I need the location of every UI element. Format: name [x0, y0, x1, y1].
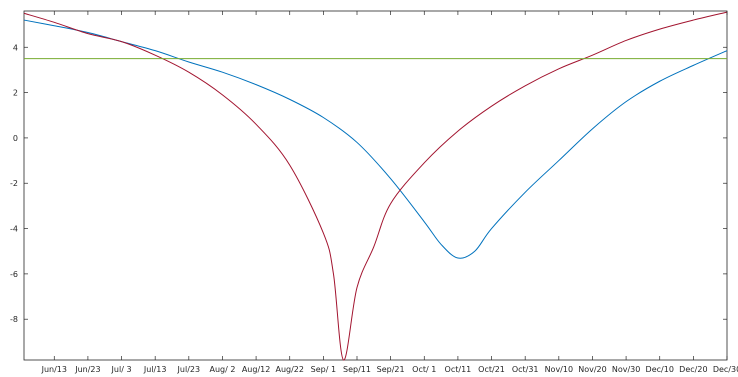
y-tick-label: -6	[10, 270, 18, 279]
x-tick-label: Dec/10	[646, 365, 674, 374]
x-tick-label: Aug/ 2	[209, 365, 235, 374]
x-tick-label: Oct/21	[478, 365, 505, 374]
x-tick-label: Aug/12	[242, 365, 271, 374]
y-tick-label: -8	[10, 315, 18, 324]
x-tick-label: Nov/10	[545, 365, 574, 374]
x-tick-label: Jun/13	[41, 365, 67, 374]
x-tick-label: Oct/ 1	[412, 365, 436, 374]
x-tick-label: Jul/13	[143, 365, 167, 374]
x-tick-label: Nov/30	[612, 365, 641, 374]
tick-layer: Jun/13 Jun/23 Jul/ 3 Jul/13 Jul/23 Aug/ 2 Aug/…	[10, 11, 738, 374]
x-tick-label: Oct/11	[445, 365, 472, 374]
series-layer	[23, 11, 728, 361]
x-tick-label: Jul/ 3	[111, 365, 132, 374]
y-tick-label: -2	[10, 179, 18, 188]
plot-area	[23, 10, 728, 361]
x-tick-label: Jul/23	[177, 365, 201, 374]
x-tick-label: Aug/22	[275, 365, 304, 374]
x-tick-label: Sep/21	[377, 365, 405, 374]
x-tick-label: Nov/20	[578, 365, 607, 374]
x-tick-label: Sep/11	[343, 365, 371, 374]
series-line-1	[23, 19, 728, 259]
x-tick-label: Dec/30	[713, 365, 738, 374]
y-tick-label: -4	[10, 225, 18, 234]
x-tick-label: Sep/ 1	[311, 365, 336, 374]
y-tick-label: 0	[13, 134, 18, 143]
x-tick-label: Oct/31	[512, 365, 539, 374]
y-tick-label: 2	[13, 89, 18, 98]
x-tick-label: Jun/23	[74, 365, 100, 374]
y-tick-label: 4	[13, 43, 18, 52]
x-tick-label: Dec/20	[679, 365, 707, 374]
series-line-2	[23, 11, 728, 361]
